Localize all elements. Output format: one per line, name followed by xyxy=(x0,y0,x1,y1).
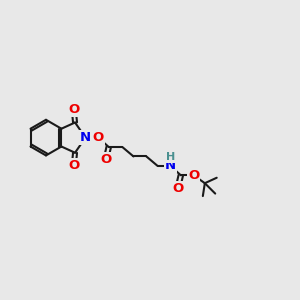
Text: O: O xyxy=(100,153,111,167)
Text: N: N xyxy=(165,159,176,172)
Text: O: O xyxy=(93,131,104,144)
Text: O: O xyxy=(188,169,199,182)
Text: H: H xyxy=(166,152,176,162)
Text: O: O xyxy=(172,182,184,195)
Text: N: N xyxy=(80,131,91,144)
Text: O: O xyxy=(68,159,80,172)
Text: O: O xyxy=(68,103,80,116)
